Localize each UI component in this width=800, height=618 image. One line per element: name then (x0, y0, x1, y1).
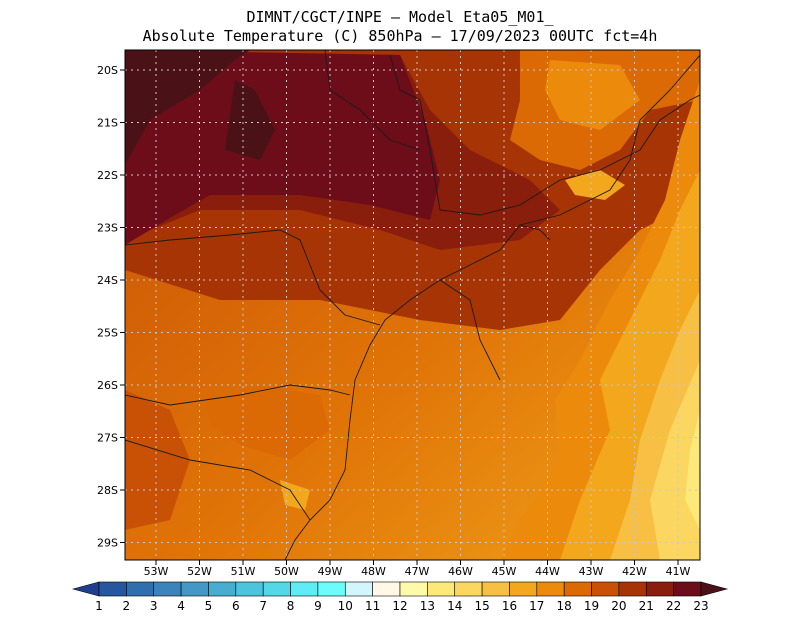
colorbar-bin (290, 581, 319, 597)
colorbar-label: 19 (584, 599, 599, 613)
longitude-label: 47W (405, 565, 430, 578)
latitude-label: 27S (97, 432, 118, 445)
latitude-label: 28S (97, 484, 118, 497)
colorbar-bin (645, 581, 674, 597)
longitude-label: 50W (274, 565, 299, 578)
colorbar-label: 21 (639, 599, 654, 613)
colorbar-label: 2 (123, 599, 131, 613)
colorbar-bin (399, 581, 428, 597)
graticule-lines (125, 50, 700, 560)
colorbar-label: 3 (150, 599, 158, 613)
longitude-label: 43W (579, 565, 604, 578)
colorbar-label: 20 (611, 599, 626, 613)
colorbar-bin (481, 581, 510, 597)
colorbar-label: 8 (287, 599, 295, 613)
colorbar-label: 7 (259, 599, 267, 613)
latitude-label: 24S (97, 274, 118, 287)
colorbar-bin (700, 581, 729, 597)
latitude-label: 29S (97, 537, 118, 550)
colorbar-label: 12 (392, 599, 407, 613)
colorbar-label: 16 (502, 599, 517, 613)
longitude-label: 52W (187, 565, 212, 578)
colorbar-label: 14 (447, 599, 462, 613)
colorbar-bin (427, 581, 456, 597)
colorbar-bin (509, 581, 538, 597)
colorbar-label: 10 (338, 599, 353, 613)
colorbar-bin (454, 581, 483, 597)
colorbar-bin (71, 581, 100, 597)
colorbar-bin (618, 581, 647, 597)
longitude-label: 49W (318, 565, 343, 578)
colorbar-label: 15 (474, 599, 489, 613)
coastline-and-borders (125, 50, 700, 560)
colorbar-bin (126, 581, 155, 597)
latitude-label: 20S (97, 64, 118, 77)
latitude-label: 21S (97, 117, 118, 130)
longitude-label: 46W (448, 565, 473, 578)
colorbar-bin (317, 581, 346, 597)
colorbar-label: 9 (314, 599, 322, 613)
map-frame (124, 49, 701, 561)
colorbar-bin (262, 581, 291, 597)
longitude-label: 48W (361, 565, 386, 578)
colorbar-label: 11 (365, 599, 380, 613)
colorbar-label: 5 (205, 599, 213, 613)
map-title-line2: Absolute Temperature (C) 850hPa – 17/09/… (142, 27, 658, 45)
colorbar-bin (591, 581, 620, 597)
colorbar-label: 13 (420, 599, 435, 613)
colorbar-bin (153, 581, 182, 597)
colorbar-bin (208, 581, 237, 597)
colorbar-bin (673, 581, 702, 597)
latitude-label: 25S (97, 327, 118, 340)
colorbar-bin (235, 581, 264, 597)
latitude-label: 23S (97, 222, 118, 235)
colorbar: 1 2 3 4 5 6 7 8 9 10 11 12 13 14 15 16 17 18 19 20 21 22 23 (71, 581, 729, 613)
colorbar-label: 1 (95, 599, 103, 613)
latitude-label: 22S (97, 169, 118, 182)
latitude-label: 26S (97, 379, 118, 392)
longitude-label: 51W (231, 565, 256, 578)
colorbar-bin (98, 581, 127, 597)
temperature-field (125, 50, 700, 560)
longitude-axis: 53W 52W 51W 50W 49W 48W 47W 46W 45W 44W 43W 42W 41W (144, 560, 691, 578)
map-title-line1: DIMNT/CGCT/INPE – Model Eta05_M01_ (246, 8, 554, 26)
latitude-axis: 20S 21S 22S 23S 24S 25S 26S 27S 28S 29S (97, 64, 125, 550)
colorbar-label: 4 (177, 599, 185, 613)
colorbar-label: 17 (529, 599, 544, 613)
colorbar-label: 22 (666, 599, 681, 613)
longitude-label: 41W (666, 565, 691, 578)
colorbar-bin (344, 581, 373, 597)
colorbar-label: 18 (557, 599, 572, 613)
colorbar-bin (180, 581, 209, 597)
longitude-label: 53W (144, 565, 169, 578)
colorbar-bin (563, 581, 592, 597)
longitude-label: 42W (622, 565, 647, 578)
colorbar-bin (372, 581, 401, 597)
colorbar-label: 23 (693, 599, 708, 613)
colorbar-bin (536, 581, 565, 597)
longitude-label: 44W (535, 565, 560, 578)
colorbar-label: 6 (232, 599, 240, 613)
longitude-label: 45W (492, 565, 517, 578)
